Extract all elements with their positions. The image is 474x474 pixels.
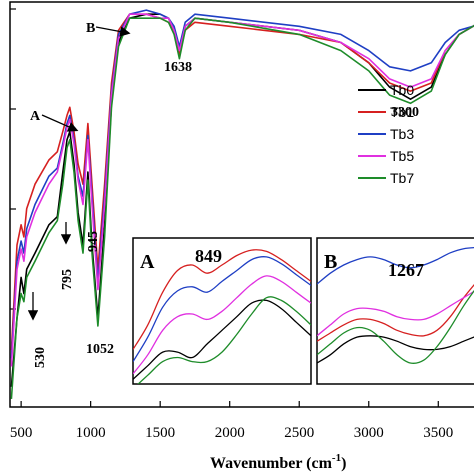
inset-line-tb1 bbox=[317, 283, 474, 342]
inset-line-tb7 bbox=[317, 289, 474, 364]
inset-letter: B bbox=[324, 251, 337, 273]
arrow-A bbox=[41, 114, 79, 132]
legend: Tb0 Tb1 Tb3 Tb5 Tb7 bbox=[358, 82, 414, 186]
inset-series bbox=[133, 249, 311, 384]
inset-b: B 1267 bbox=[316, 237, 474, 385]
inset-line-tb3 bbox=[133, 256, 311, 362]
peak-label-945: 945 bbox=[86, 231, 101, 252]
series-line-tb5 bbox=[10, 13, 474, 367]
peak-label-795: 795 bbox=[60, 269, 75, 290]
x-tick-label: 2000 bbox=[215, 425, 245, 441]
peak-label-1052: 1052 bbox=[86, 342, 114, 357]
inset-letter: A bbox=[140, 251, 155, 273]
inset-line-tb0 bbox=[133, 299, 311, 380]
insets: A 849 B 1267 bbox=[132, 237, 474, 385]
y-axis-ticks bbox=[10, 8, 16, 310]
peak-label-A: A bbox=[30, 109, 41, 124]
x-tick-label: 1000 bbox=[76, 425, 106, 441]
x-tick-label: 500 bbox=[10, 425, 33, 441]
peak-label-530: 530 bbox=[33, 347, 48, 368]
inset-series bbox=[317, 246, 474, 364]
inset-line-tb1 bbox=[133, 249, 311, 350]
series-line-tb7 bbox=[10, 17, 474, 399]
inset-annotation: 849 bbox=[195, 246, 222, 266]
series-line-tb1 bbox=[10, 13, 474, 351]
legend-label-tb1: Tb1 bbox=[390, 104, 414, 120]
legend-label-tb7: Tb7 bbox=[390, 170, 414, 186]
x-axis-ticks: 500 1000 1500 2000 2500 3000 3500 bbox=[10, 401, 453, 441]
inset-frame bbox=[316, 237, 474, 385]
plot-area: 500 1000 1500 2000 2500 3000 3500 bbox=[9, 1, 474, 441]
inset-line-tb3 bbox=[317, 246, 474, 285]
x-axis-title: Wavenumber (cm-1) bbox=[210, 452, 346, 472]
inset-line-tb7 bbox=[137, 296, 311, 384]
x-tick-label: 3500 bbox=[423, 425, 453, 441]
series-layer bbox=[10, 9, 474, 399]
inset-annotation: 1267 bbox=[388, 260, 424, 280]
peak-label-B: B bbox=[86, 21, 95, 36]
inset-a: A 849 bbox=[132, 237, 312, 385]
x-tick-label: 1500 bbox=[145, 425, 175, 441]
inset-line-tb0 bbox=[317, 335, 474, 364]
x-tick-label: 2500 bbox=[284, 425, 314, 441]
inset-line-tb5 bbox=[317, 290, 474, 337]
peak-label-1638: 1638 bbox=[164, 60, 192, 75]
series-line-tb3 bbox=[10, 9, 474, 359]
peak-label-3300: 3300 bbox=[391, 105, 419, 120]
x-axis-title-superscript: -1 bbox=[332, 452, 341, 464]
legend-label-tb5: Tb5 bbox=[390, 148, 414, 164]
annotations: A B 530 795 945 1052 1638 3300 bbox=[27, 21, 419, 368]
legend-label-tb3: Tb3 bbox=[390, 126, 414, 142]
legend-label-tb0: Tb0 bbox=[390, 82, 414, 98]
inset-line-tb5 bbox=[133, 275, 311, 375]
plot-frame bbox=[9, 1, 474, 408]
arrow-B bbox=[95, 26, 131, 37]
x-tick-label: 3000 bbox=[354, 425, 384, 441]
